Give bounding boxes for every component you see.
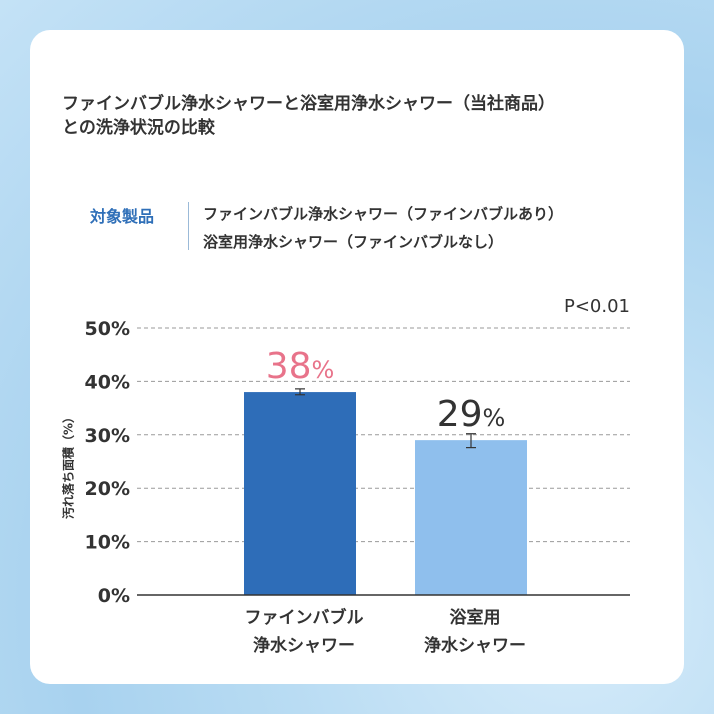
label-divider (188, 202, 189, 250)
x-tick-label: 浄水シャワー (253, 635, 355, 656)
y-tick-label: 40% (85, 371, 130, 393)
bar (415, 440, 527, 595)
p-value-annotation: P<0.01 (563, 296, 630, 317)
x-tick-label: ファインバブル (245, 607, 364, 628)
y-tick-label: 50% (85, 318, 130, 340)
x-tick-label: 浄水シャワー (424, 635, 526, 656)
chart-title: ファインバブル浄水シャワーと浴室用浄水シャワー（当社商品） との洗浄状況の比較 (62, 92, 662, 140)
y-tick-label: 30% (85, 425, 130, 447)
data-label: 29% (437, 394, 506, 435)
title-line-1: ファインバブル浄水シャワーと浴室用浄水シャワー（当社商品） (62, 94, 555, 114)
product-item-bathroom: 浴室用浄水シャワー（ファインバブルなし） (203, 233, 504, 251)
y-tick-label: 0% (98, 585, 130, 607)
y-tick-label: 20% (85, 478, 130, 500)
content-card (30, 30, 684, 684)
data-label: 38% (266, 346, 335, 387)
bar (244, 392, 356, 595)
x-tick-label: 浴室用 (450, 607, 501, 628)
product-list: ファインバブル浄水シャワー（ファインバブルあり） 浴室用浄水シャワー（ファインバ… (203, 200, 563, 256)
y-tick-label: 10% (85, 532, 130, 554)
product-item-fine-bubble: ファインバブル浄水シャワー（ファインバブルあり） (203, 205, 564, 223)
target-products-label: 対象製品 (90, 207, 155, 226)
title-line-2: との洗浄状況の比較 (62, 118, 215, 138)
